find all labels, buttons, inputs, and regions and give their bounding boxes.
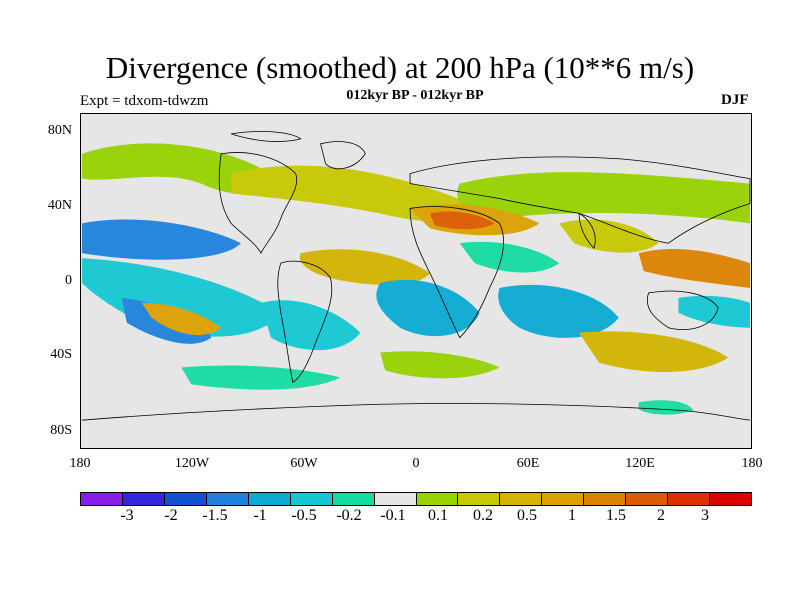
colorbar-swatch [584,493,627,505]
field-west-pacific-cyan [678,295,750,328]
divergence-map [80,113,752,449]
colorbar-label: 2 [657,507,665,524]
colorbar-swatch [458,493,501,505]
colorbar-label: 0.1 [428,507,448,524]
colorbar-label: -1.5 [202,507,228,524]
lon-tick-120w: 120W [174,456,210,471]
coast-greenland [320,141,366,170]
colorbar-label: 1 [568,507,576,524]
lon-tick-60e: 60E [516,456,540,471]
field-south-indian-ocean-blue [498,284,619,338]
colorbar-label: -0.5 [291,507,317,524]
colorbar-swatch [122,493,165,505]
colorbar-swatch [332,493,375,505]
colorbar-label: -1 [253,507,267,524]
colorbar-swatch [164,493,207,505]
field-north-pacific-band [82,143,279,195]
lon-tick-180w: 180 [69,456,91,471]
coastlines [81,131,751,421]
divergence-field [82,143,750,415]
experiment-label: Expt = tdxom-tdwzm [80,93,209,109]
colorbar-swatch [500,493,543,505]
colorbar-label: 0.5 [517,507,537,524]
lon-tick-0: 0 [412,456,420,471]
field-tropical-blue-east-pacific [82,219,242,260]
field-asia-band [457,172,750,224]
colorbar-swatch [206,493,249,505]
colorbar-swatch [248,493,291,505]
lat-tick-40n: 40N [47,198,72,213]
field-southern-ocean-yellow [380,351,500,379]
colorbar-swatch [668,493,711,505]
map-canvas [81,131,751,421]
colorbar-label: 3 [701,507,709,524]
coast-europe-asia [409,156,751,244]
field-antarctic-green [638,400,694,415]
lon-tick-60w: 60W [290,456,318,471]
coast-africa [409,206,504,339]
field-maritime-continent-orange [638,249,750,288]
colorbar-swatch [626,493,669,505]
lon-tick-180e: 180 [741,456,763,471]
field-south-america-cyan [260,300,361,351]
colorbar-swatch [81,493,123,505]
colorbar-swatch [710,493,751,505]
colorbar-label: -2 [164,507,178,524]
field-south-pacific-orange [141,302,222,336]
coast-arctic-islands [230,131,302,142]
coast-australia [647,290,719,330]
colorbar-label: -0.1 [380,507,406,524]
coast-south-america [277,260,333,384]
field-south-atlantic-blue [376,279,480,337]
field-southern-ocean-green [181,365,341,390]
colorbar-swatch [416,493,459,505]
lat-tick-80s: 80S [50,423,72,438]
coast-india [578,212,596,249]
field-atlantic-tropical [299,249,430,285]
lat-tick-40s: 40S [50,347,72,362]
season-label: DJF [721,92,749,108]
field-south-indian-ocean-orange [579,331,729,372]
colorbar [80,492,752,506]
lon-tick-120e: 120E [625,456,655,471]
colorbar-swatch [542,493,585,505]
lat-tick-0: 0 [65,273,72,288]
chart-subtitle: 012kyr BP - 012kyr BP [346,88,484,103]
field-india-yellow [559,219,659,253]
chart-title: Divergence (smoothed) at 200 hPa (10**6 … [105,50,695,85]
colorbar-label: 1.5 [606,507,626,524]
colorbar-label: 0.2 [473,507,493,524]
lat-tick-80n: 80N [47,123,72,138]
colorbar-swatch [290,493,333,505]
coast-north-america [218,152,298,255]
colorbar-swatch [374,493,417,505]
field-africa-tropical-green [459,241,560,273]
colorbar-label: -3 [120,507,134,524]
field-north-africa-core [429,211,495,230]
coast-antarctica [81,403,751,421]
colorbar-label: -0.2 [336,507,362,524]
